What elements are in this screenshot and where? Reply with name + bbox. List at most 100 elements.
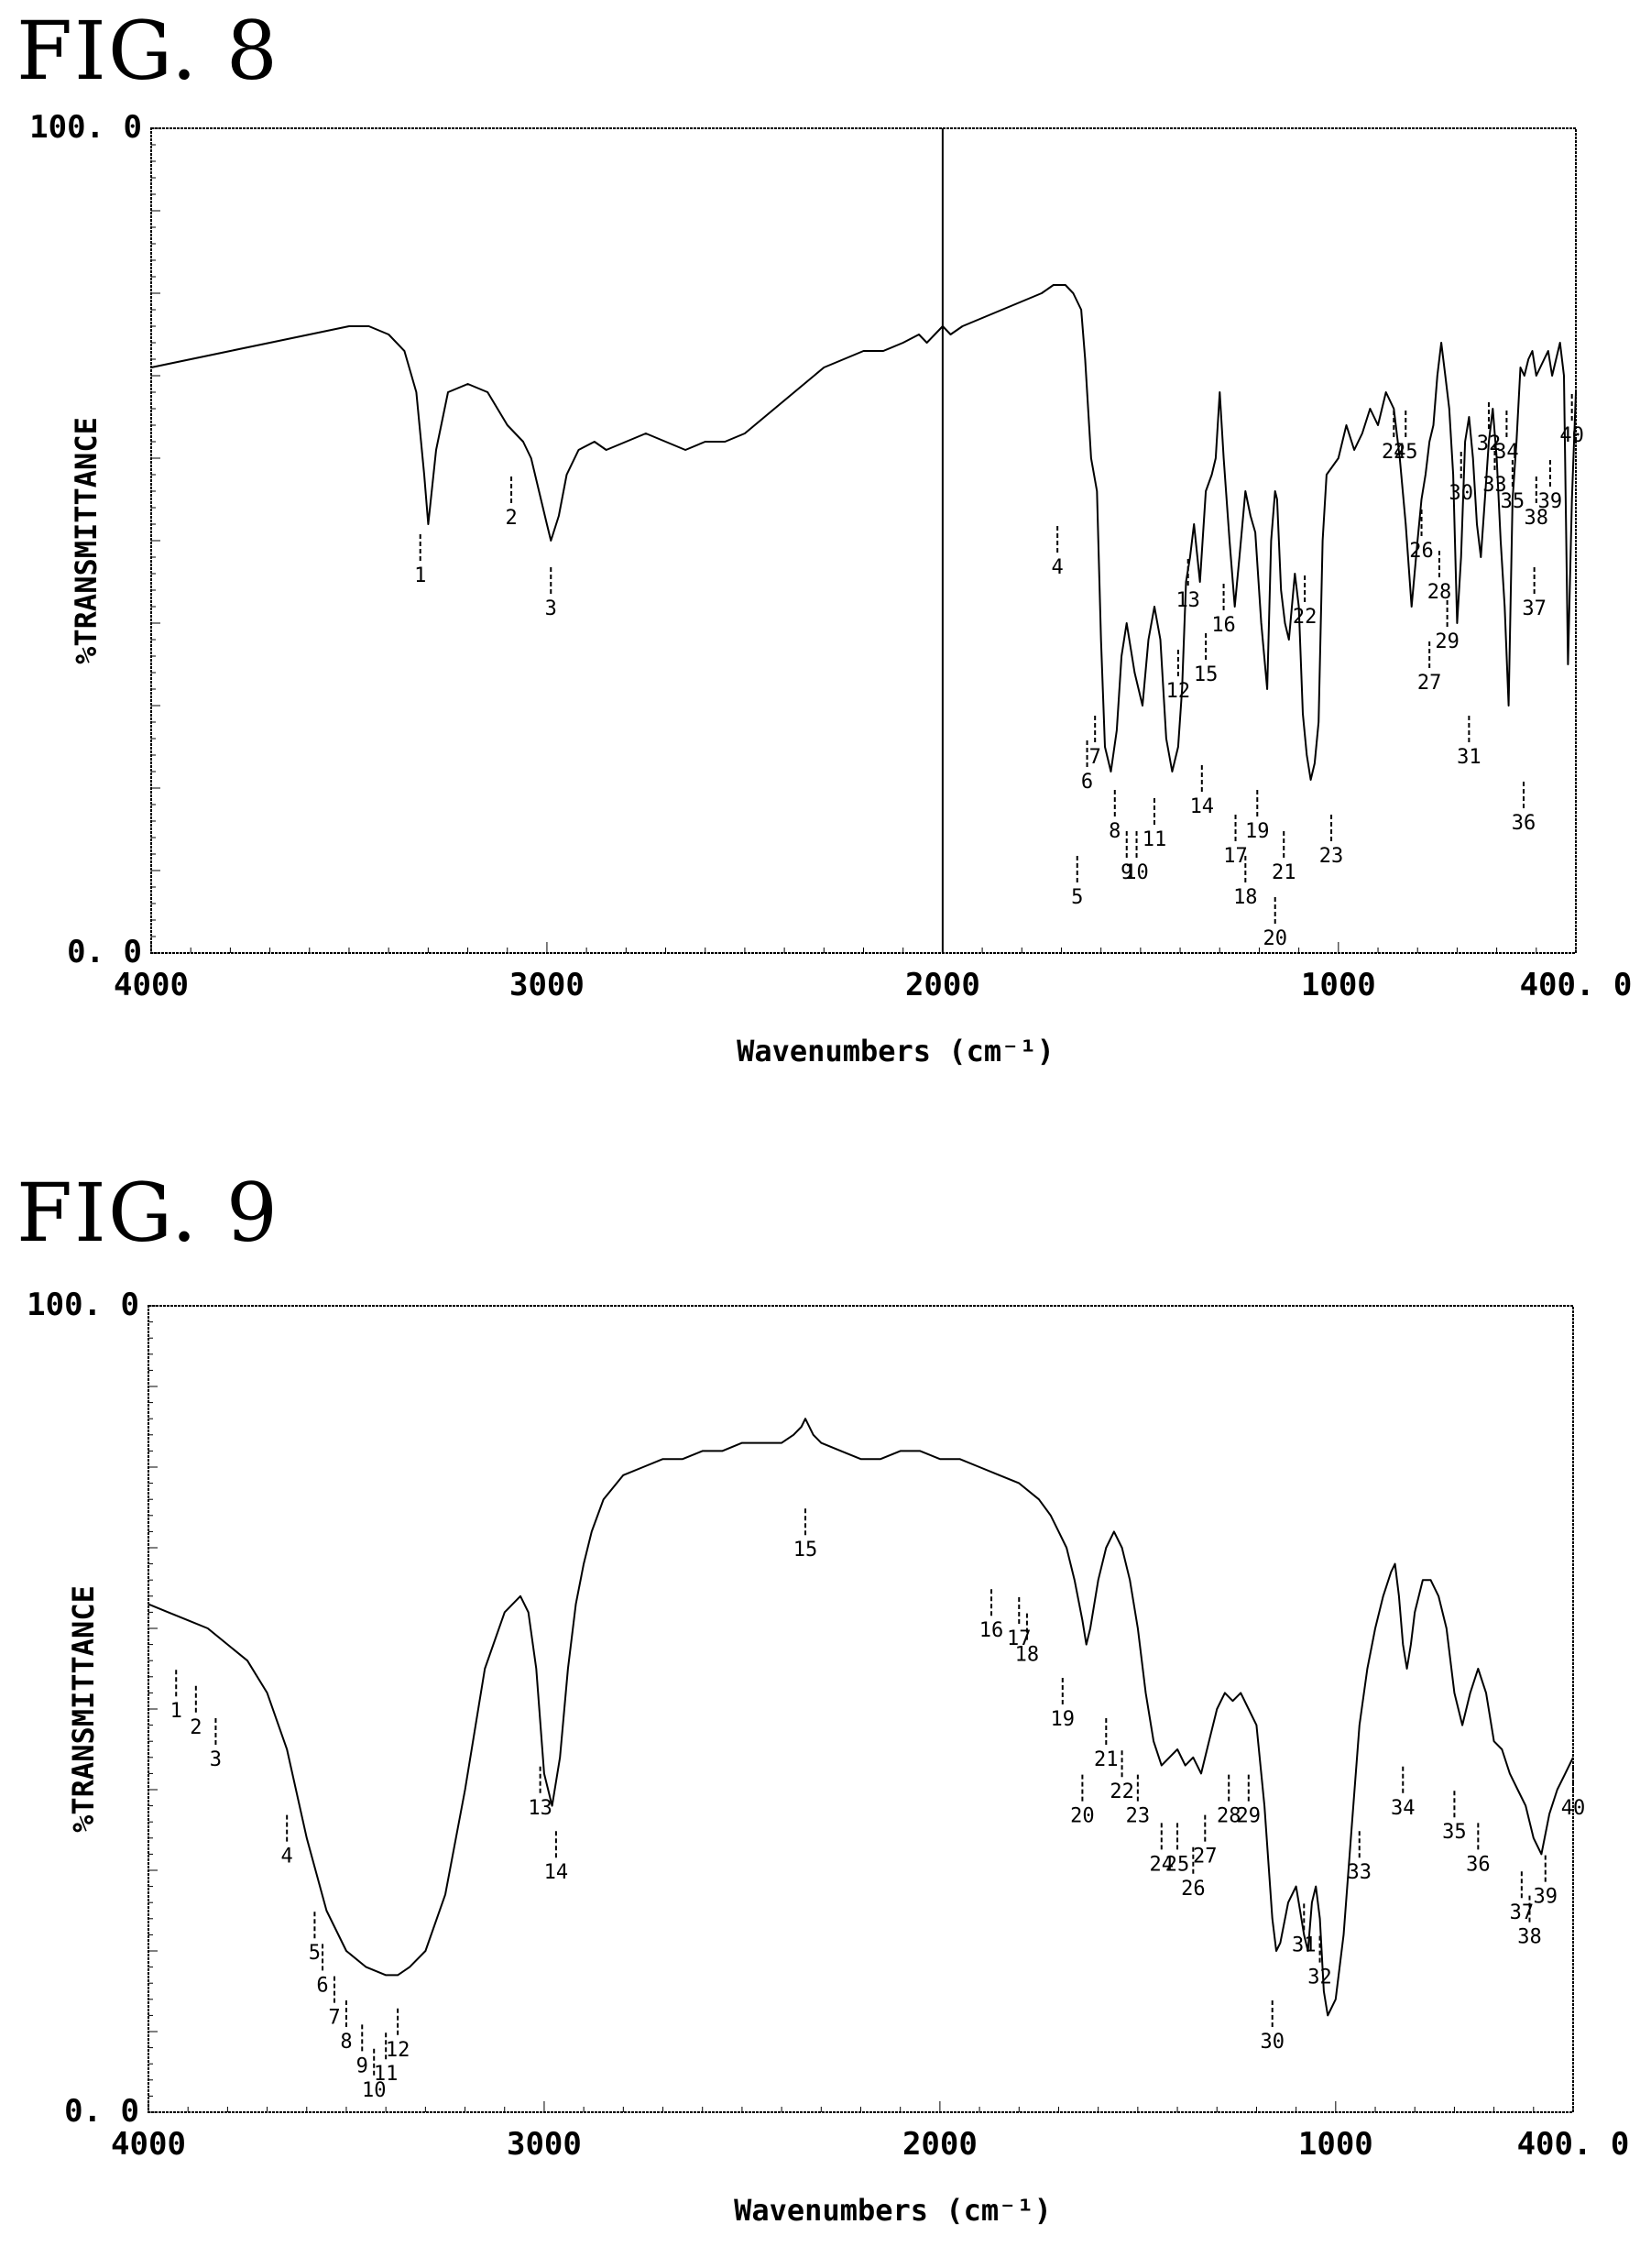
peak-label: 1 — [170, 1700, 182, 1723]
peak-label: 15 — [1194, 663, 1219, 686]
spectrum-line — [150, 284, 1577, 781]
x-tick-label: 1000 — [1301, 967, 1376, 1003]
peak-label: 13 — [1175, 589, 1200, 612]
peak-label: 25 — [1165, 1853, 1190, 1876]
peak-label: 19 — [1051, 1708, 1076, 1731]
y-tick-label: 100. 0 — [29, 109, 142, 146]
peak-label: 31 — [1292, 1934, 1317, 1956]
peak-label: 3 — [545, 597, 557, 620]
peak-label: 9 — [1121, 861, 1132, 884]
peak-label: 3 — [210, 1748, 222, 1771]
peak-label: 26 — [1409, 540, 1434, 563]
peak-label: 36 — [1466, 1853, 1491, 1876]
figure-title: FIG. 8 — [16, 4, 279, 98]
peak-label: 32 — [1307, 1967, 1332, 1989]
x-tick-label: 400. 0 — [1520, 967, 1633, 1003]
y-axis-title: %TRANSMITTANCE — [66, 1585, 101, 1833]
peak-label: 39 — [1538, 490, 1563, 513]
peak-label: 33 — [1482, 474, 1507, 497]
peak-label: 11 — [1143, 828, 1167, 851]
peak-label: 25 — [1394, 441, 1418, 464]
plot-frame — [148, 1305, 1574, 2113]
x-tick-label: 4000 — [111, 2126, 186, 2163]
peak-label: 15 — [793, 1539, 818, 1561]
peak-label: 4 — [281, 1846, 293, 1868]
x-tick-label: 2000 — [902, 2126, 978, 2163]
peak-label: 28 — [1427, 581, 1452, 604]
peak-label: 14 — [544, 1861, 569, 1884]
peak-label: 35 — [1442, 1821, 1467, 1844]
peak-label: 36 — [1512, 812, 1536, 835]
y-axis-title: %TRANSMITTANCE — [69, 417, 104, 664]
peak-label: 8 — [340, 2031, 352, 2054]
peak-label: 6 — [316, 1974, 328, 1997]
peak-label: 21 — [1272, 861, 1296, 884]
peak-label: 16 — [1211, 614, 1236, 637]
peak-label: 13 — [528, 1797, 552, 1820]
peak-label: 6 — [1081, 771, 1093, 794]
peak-label: 1 — [414, 564, 426, 587]
peak-label: 17 — [1223, 845, 1248, 868]
x-tick-label: 3000 — [509, 967, 585, 1003]
peak-label: 5 — [309, 1942, 321, 1965]
peak-label: 5 — [1071, 886, 1083, 909]
peak-label: 7 — [1089, 746, 1101, 769]
peak-label: 29 — [1237, 1805, 1262, 1828]
x-axis-title: Wavenumbers (cm⁻¹) — [734, 2193, 1052, 2228]
peak-label: 18 — [1233, 886, 1258, 909]
peak-label: 38 — [1525, 507, 1549, 530]
peak-label: 11 — [374, 2063, 399, 2086]
peak-label: 8 — [1109, 820, 1121, 843]
peak-label: 40 — [1559, 424, 1584, 447]
peak-label: 38 — [1517, 1926, 1542, 1949]
peak-label: 23 — [1126, 1805, 1151, 1828]
peak-label: 30 — [1449, 482, 1473, 505]
peak-label: 9 — [356, 2054, 368, 2077]
x-tick-label: 2000 — [905, 967, 980, 1003]
peak-label: 32 — [1477, 433, 1502, 455]
peak-label: 20 — [1070, 1805, 1095, 1828]
x-tick-label: 4000 — [114, 967, 189, 1003]
spectrum-line — [148, 1418, 1574, 2017]
x-axis-title: Wavenumbers (cm⁻¹) — [737, 1034, 1055, 1068]
figure-title: FIG. 9 — [16, 1166, 279, 1260]
peak-label: 26 — [1181, 1878, 1206, 1901]
plot-frame — [150, 127, 1577, 954]
peak-label: 35 — [1501, 490, 1525, 513]
peak-label: 27 — [1417, 672, 1442, 695]
peak-label: 22 — [1110, 1780, 1134, 1803]
peak-label: 20 — [1263, 927, 1287, 950]
y-tick-label: 0. 0 — [64, 2093, 139, 2130]
peak-label: 23 — [1319, 845, 1344, 868]
peak-label: 16 — [979, 1619, 1004, 1642]
peak-label: 34 — [1391, 1797, 1416, 1820]
peak-label: 28 — [1217, 1805, 1241, 1828]
peak-label: 34 — [1494, 441, 1519, 464]
peak-label: 12 — [1166, 680, 1191, 703]
peak-label: 24 — [1382, 441, 1406, 464]
figure-9: FIG. 9 100. 0 0. 0 4000 3000 2000 1000 400. 0 W… — [0, 1164, 1640, 2268]
peak-label: 2 — [190, 1716, 202, 1739]
peak-label: 27 — [1193, 1846, 1218, 1868]
x-tick-label: 400. 0 — [1517, 2126, 1630, 2163]
peak-label: 10 — [362, 2079, 387, 2102]
x-tick-label: 3000 — [507, 2126, 582, 2163]
peak-label: 10 — [1124, 861, 1149, 884]
peak-label: 2 — [505, 507, 517, 530]
peak-label: 7 — [328, 2007, 340, 2030]
figure-8: FIG. 8 100. 0 0. 0 4000 3000 2000 1000 400. 0 W… — [0, 0, 1640, 1109]
peak-label: 22 — [1293, 606, 1317, 629]
peak-label: 19 — [1245, 820, 1270, 843]
peak-label: 4 — [1052, 556, 1064, 579]
peak-label: 14 — [1190, 795, 1215, 818]
y-tick-label: 100. 0 — [27, 1287, 139, 1323]
peak-label: 18 — [1015, 1644, 1040, 1667]
y-tick-label: 0. 0 — [67, 934, 142, 970]
x-tick-label: 1000 — [1298, 2126, 1373, 2163]
peak-label: 29 — [1435, 630, 1460, 653]
peak-label: 30 — [1260, 2031, 1285, 2054]
peak-label: 24 — [1150, 1853, 1175, 1876]
peak-label: 39 — [1534, 1886, 1558, 1909]
